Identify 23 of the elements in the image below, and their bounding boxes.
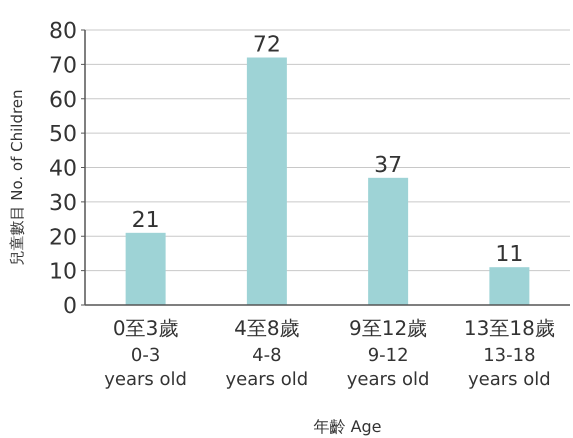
data-label: 72 bbox=[252, 32, 281, 58]
data-label: 11 bbox=[495, 242, 524, 268]
x-tick-label: 9至12歲 9-12 years old bbox=[346, 316, 430, 390]
x-tick-label: 4至8歲 4-8 years old bbox=[226, 316, 308, 390]
y-tick-label: 60 bbox=[49, 88, 77, 113]
bar bbox=[126, 232, 166, 305]
y-axis-title: 兒童數目 No. of Children bbox=[8, 89, 26, 266]
y-tick-label: 10 bbox=[49, 260, 77, 285]
y-tick-label: 80 bbox=[49, 19, 77, 44]
x-tick-label: 0至3歲 0-3 years old bbox=[104, 316, 187, 390]
y-tick-label: 30 bbox=[49, 190, 77, 216]
x-axis-title: 年齡 Age bbox=[313, 417, 382, 436]
y-tick-label: 40 bbox=[49, 156, 77, 182]
x-tick-label: 13至18歲 13-18 years old bbox=[464, 316, 555, 390]
y-tick-label: 0 bbox=[63, 294, 77, 319]
bar bbox=[368, 178, 408, 305]
data-label: 37 bbox=[374, 152, 402, 178]
bar bbox=[489, 267, 530, 305]
y-tick-label: 20 bbox=[49, 225, 77, 250]
bar bbox=[246, 58, 287, 305]
y-tick-label: 50 bbox=[49, 122, 77, 148]
y-tick-label: 70 bbox=[49, 53, 77, 78]
data-label: 21 bbox=[132, 208, 160, 233]
